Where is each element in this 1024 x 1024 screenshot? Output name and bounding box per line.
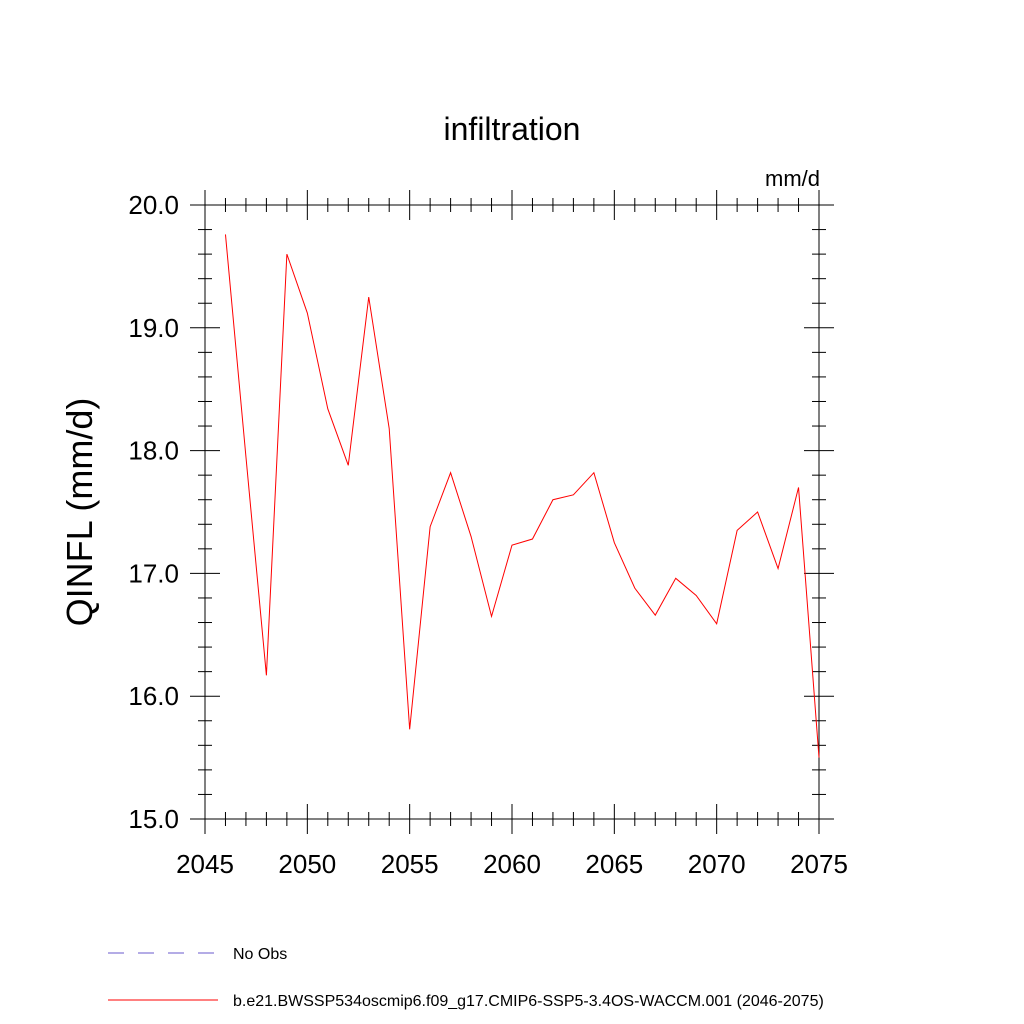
x-axis: 2045 2050 2055 2060 2065 2070 2075 <box>176 190 848 879</box>
legend-entry-model: b.e21.BWSSP534oscmip6.f09_g17.CMIP6-SSP5… <box>108 993 824 1010</box>
y-tick-label: 18.0 <box>128 436 179 466</box>
x-tick-label: 2060 <box>483 849 541 879</box>
units-label: mm/d <box>765 166 820 191</box>
x-tick-label: 2055 <box>381 849 439 879</box>
y-tick-label: 19.0 <box>128 313 179 343</box>
x-tick-label: 2075 <box>790 849 848 879</box>
legend: No Obs b.e21.BWSSP534oscmip6.f09_g17.CMI… <box>108 946 824 1010</box>
plot-frame <box>204 204 820 820</box>
legend-label-no-obs: No Obs <box>233 946 287 963</box>
y-tick-label: 17.0 <box>128 558 179 588</box>
legend-label-model: b.e21.BWSSP534oscmip6.f09_g17.CMIP6-SSP5… <box>233 993 824 1010</box>
x-tick-label: 2045 <box>176 849 234 879</box>
y-tick-label: 20.0 <box>128 190 179 220</box>
series-line <box>224 234 820 758</box>
x-tick-label: 2070 <box>688 849 746 879</box>
y-tick-label: 15.0 <box>128 804 179 834</box>
y-axis: 15.0 16.0 17.0 18.0 19.0 20.0 <box>128 190 834 834</box>
y-axis-label: QINFL (mm/d) <box>59 398 100 627</box>
legend-entry-no-obs: No Obs <box>108 946 287 963</box>
x-tick-label: 2050 <box>278 849 336 879</box>
y-tick-label: 16.0 <box>128 681 179 711</box>
x-tick-label: 2065 <box>585 849 643 879</box>
chart-title: infiltration <box>444 111 581 147</box>
series-layer <box>224 234 820 758</box>
